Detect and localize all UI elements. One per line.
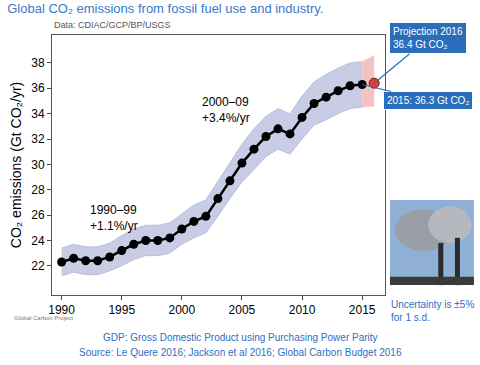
- svg-text:2010: 2010: [289, 303, 316, 317]
- svg-text:1990: 1990: [48, 303, 75, 317]
- svg-text:Source: Le Quere 2016; Jackson: Source: Le Quere 2016; Jackson et al 201…: [79, 347, 402, 358]
- svg-text:2000: 2000: [168, 303, 195, 317]
- svg-text:32: 32: [31, 132, 45, 146]
- svg-text:30: 30: [31, 158, 45, 172]
- svg-text:34: 34: [31, 107, 45, 121]
- svg-text:1995: 1995: [108, 303, 135, 317]
- svg-text:26: 26: [31, 208, 45, 222]
- svg-text:2015: 2015: [349, 303, 376, 317]
- svg-text:Uncertainty is ±5%for 1 s.d.: Uncertainty is ±5%for 1 s.d.: [391, 299, 474, 323]
- svg-text:GDP: Gross Domestic Product us: GDP: Gross Domestic Product using Purcha…: [103, 332, 378, 343]
- svg-text:Global CO₂ emissions from foss: Global CO₂ emissions from fossil fuel us…: [7, 1, 323, 16]
- svg-text:2005: 2005: [229, 303, 256, 317]
- svg-text:24: 24: [31, 234, 45, 248]
- svg-text:28: 28: [31, 183, 45, 197]
- svg-text:Data: CDIAC/GCP/BP/USGS: Data: CDIAC/GCP/BP/USGS: [54, 20, 171, 30]
- svg-text:1990–99+1.1%/yr: 1990–99+1.1%/yr: [90, 203, 138, 233]
- svg-text:22: 22: [31, 259, 45, 273]
- svg-text:2015: 36.3 Gt CO₂: 2015: 36.3 Gt CO₂: [387, 95, 469, 106]
- svg-text:CO₂ emissions (Gt CO₂/yr): CO₂ emissions (Gt CO₂/yr): [8, 82, 24, 248]
- svg-text:2000–09+3.4%/yr: 2000–09+3.4%/yr: [202, 95, 250, 125]
- svg-text:38: 38: [31, 56, 45, 70]
- svg-text:36: 36: [31, 81, 45, 95]
- svg-text:Projection 201636.4 Gt CO₂: Projection 201636.4 Gt CO₂: [393, 26, 463, 50]
- svg-text:Global Carbon Project: Global Carbon Project: [14, 315, 73, 321]
